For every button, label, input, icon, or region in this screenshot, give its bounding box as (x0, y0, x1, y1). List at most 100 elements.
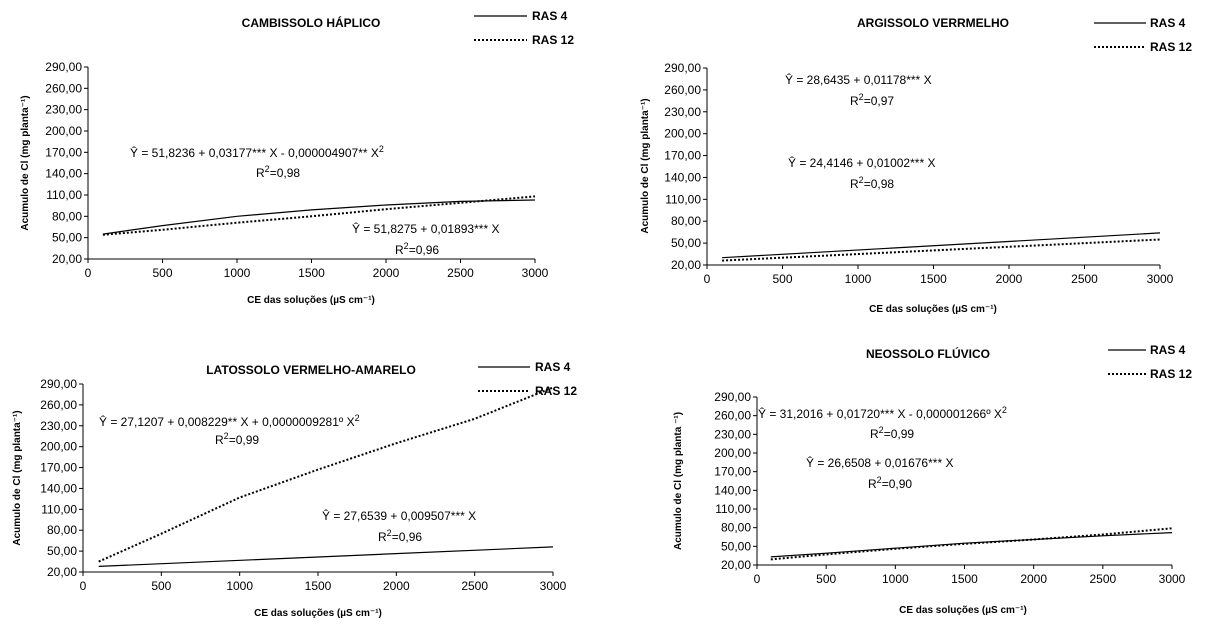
y-tick-label: 140,00 (664, 170, 701, 184)
series-line-1 (770, 532, 1173, 558)
y-tick-label: 170,00 (664, 149, 701, 163)
x-tick-label: 0 (754, 572, 761, 586)
r-squared-label: R2=0,98 (256, 164, 300, 180)
y-tick-label: 50,00 (721, 539, 751, 553)
y-tick-label: 200,00 (40, 440, 77, 454)
y-tick-label: 80,00 (52, 209, 82, 223)
x-tick-label: 2500 (447, 266, 474, 280)
equation-label: Ŷ = 51,8236 + 0,03177*** X - 0,000004907… (130, 144, 384, 160)
x-tick-label: 0 (80, 579, 87, 593)
r-squared-label: R2=0,99 (215, 431, 259, 447)
y-tick-label: 140,00 (40, 481, 77, 495)
y-tick-label: 20,00 (47, 565, 77, 579)
x-tick-label: 500 (772, 272, 792, 286)
y-tick-label: 290,00 (664, 61, 701, 75)
x-tick-label: 2500 (1071, 272, 1098, 286)
y-tick-label: 110,00 (715, 502, 751, 516)
x-axis-title: CE das soluções (µS cm⁻¹) (247, 295, 375, 306)
series-line-1 (98, 546, 554, 567)
x-tick-label: 1000 (226, 579, 253, 593)
y-axis-title: Acumulo de Cl (mg planta ⁻¹) (673, 412, 684, 550)
equation-label: Ŷ = 31,2016 + 0,01720*** X - 0,000001266… (758, 405, 1007, 421)
y-tick-label: 80,00 (671, 214, 701, 228)
x-tick-label: 1500 (305, 579, 332, 593)
x-axis-title: CE das soluções (µS cm⁻¹) (899, 605, 1027, 616)
r-squared-label: R2=0,99 (870, 425, 914, 441)
legend-label: RAS 12 (1150, 367, 1192, 381)
series-line-2 (98, 386, 554, 563)
x-tick-label: 0 (704, 272, 711, 286)
equation-label: Ŷ = 27,1207 + 0,008229** X + 0,000000928… (99, 413, 360, 429)
y-tick-label: 200,00 (45, 124, 82, 138)
x-tick-label: 2500 (461, 579, 488, 593)
x-tick-label: 3000 (522, 266, 549, 280)
y-tick-label: 260,00 (40, 398, 77, 412)
r-squared-label: R2=0,96 (378, 528, 422, 544)
x-tick-label: 2000 (1020, 572, 1047, 586)
legend-label: RAS 12 (535, 384, 577, 398)
series-line-1 (722, 232, 1161, 259)
legend-label: RAS 4 (1150, 16, 1186, 30)
x-tick-label: 3000 (1159, 572, 1186, 586)
y-tick-label: 290,00 (45, 60, 82, 74)
series-line-2 (770, 527, 1173, 561)
y-tick-label: 230,00 (714, 427, 751, 441)
r-squared-label: R2=0,97 (850, 92, 894, 108)
y-tick-label: 80,00 (47, 523, 77, 537)
y-tick-label: 20,00 (52, 252, 82, 266)
x-tick-label: 3000 (1147, 272, 1174, 286)
x-tick-label: 1000 (882, 572, 909, 586)
y-tick-label: 50,00 (52, 231, 82, 245)
y-tick-label: 260,00 (664, 83, 701, 97)
y-tick-label: 50,00 (47, 544, 77, 558)
y-tick-label: 50,00 (671, 236, 701, 250)
x-tick-label: 2500 (1089, 572, 1116, 586)
x-tick-label: 1500 (951, 572, 978, 586)
y-tick-label: 140,00 (714, 483, 751, 497)
series-line-2 (102, 195, 536, 236)
y-tick-label: 260,00 (714, 409, 751, 423)
r-squared-label: R2=0,90 (868, 475, 912, 491)
series-line-2 (722, 238, 1161, 262)
chart-title: ARGISSOLO VERRMELHO (857, 16, 1009, 30)
x-tick-label: 1000 (845, 272, 872, 286)
r-squared-label: R2=0,98 (850, 175, 894, 191)
x-axis-title: CE das soluções (µS cm⁻¹) (869, 304, 997, 315)
y-tick-label: 20,00 (671, 258, 701, 272)
equation-label: Ŷ = 28,6435 + 0,01178*** X (785, 72, 932, 87)
equation-label: Ŷ = 27,6539 + 0,009507*** X (322, 508, 476, 523)
y-tick-label: 110,00 (41, 502, 77, 516)
y-tick-label: 80,00 (721, 521, 751, 535)
y-tick-label: 140,00 (45, 167, 82, 181)
y-tick-label: 230,00 (40, 419, 77, 433)
x-tick-label: 2000 (996, 272, 1023, 286)
y-tick-label: 230,00 (664, 105, 701, 119)
equation-label: Ŷ = 26,6508 + 0,01676*** X (806, 455, 953, 470)
chart-panel-3: LATOSSOLO VERMELHO-AMARELO 20,00 50,00 80,0… (12, 360, 577, 619)
y-axis-title: Acumulo de Cl (mg planta⁻¹) (640, 98, 651, 233)
chart-title: LATOSSOLO VERMELHO-AMARELO (206, 363, 416, 377)
r-squared-label: R2=0,96 (395, 241, 439, 257)
y-tick-label: 110,00 (46, 188, 82, 202)
x-tick-label: 2000 (373, 266, 400, 280)
legend-label: RAS 12 (1150, 40, 1192, 54)
chart-title: CAMBISSOLO HÁPLICO (242, 15, 381, 30)
y-tick-label: 20,00 (721, 558, 751, 572)
chart-title: NEOSSOLO FLÚVICO (866, 346, 990, 361)
y-tick-label: 290,00 (714, 390, 751, 404)
y-tick-label: 170,00 (45, 145, 82, 159)
y-tick-label: 170,00 (40, 461, 77, 475)
y-tick-label: 200,00 (714, 446, 751, 460)
x-tick-label: 1500 (298, 266, 325, 280)
legend-label: RAS 12 (532, 33, 574, 47)
legend-label: RAS 4 (532, 9, 568, 23)
y-tick-label: 230,00 (45, 103, 82, 117)
x-tick-label: 500 (151, 579, 171, 593)
y-axis-title: Acumulo de Cl (mg planta⁻¹) (12, 410, 23, 545)
x-axis-title: CE das soluções (µS cm⁻¹) (254, 608, 382, 619)
y-tick-label: 290,00 (40, 377, 77, 391)
x-tick-label: 0 (85, 266, 92, 280)
x-tick-label: 1500 (920, 272, 947, 286)
x-tick-label: 500 (152, 266, 172, 280)
chart-panel-1: CAMBISSOLO HÁPLICO 20,00 50,00 80,00 110,00 1… (20, 9, 574, 306)
